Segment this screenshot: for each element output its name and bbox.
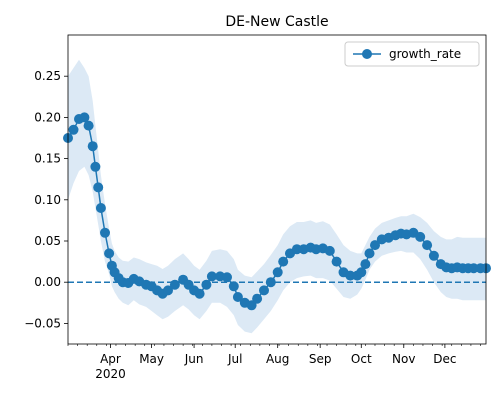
data-point xyxy=(100,227,110,238)
x-tick-label: Jul xyxy=(227,352,242,366)
data-point xyxy=(428,250,439,261)
confidence-band xyxy=(68,59,486,334)
data-point xyxy=(201,279,212,290)
data-point xyxy=(272,267,283,278)
data-point xyxy=(364,248,375,259)
series-markers xyxy=(63,112,491,311)
y-tick-label: 0.15 xyxy=(34,152,61,166)
y-axis: −0.05 0.00 0.05 0.10 0.15 0.20 0.25 xyxy=(24,69,68,330)
legend-series-label: growth_rate xyxy=(389,47,461,61)
legend-marker-swatch xyxy=(362,49,372,59)
data-point xyxy=(79,112,90,123)
x-tick-label: Aug xyxy=(266,352,289,366)
data-point xyxy=(87,141,98,152)
data-point xyxy=(331,256,342,267)
y-tick-label: 0.25 xyxy=(34,69,61,83)
data-point xyxy=(206,271,217,282)
y-tick-label: 0.05 xyxy=(34,234,61,248)
data-point xyxy=(194,288,205,299)
plot-frame xyxy=(67,34,487,345)
data-point xyxy=(259,285,269,296)
data-point xyxy=(415,231,426,242)
data-point xyxy=(422,240,433,251)
x-tick-label: Dec xyxy=(433,352,456,366)
data-point xyxy=(163,285,173,296)
data-point xyxy=(278,256,289,267)
data-point xyxy=(93,182,104,193)
data-point xyxy=(95,203,106,213)
y-tick-label: 0.00 xyxy=(34,275,61,289)
data-point xyxy=(228,281,239,292)
data-point xyxy=(104,248,115,259)
x-tick-label: May xyxy=(139,352,164,366)
data-point xyxy=(68,124,79,135)
x-tick-year-label: 2020 xyxy=(95,367,126,381)
y-tick-label: 0.10 xyxy=(34,193,61,207)
legend-box xyxy=(344,41,480,67)
x-tick-label: Jun xyxy=(184,352,204,366)
data-point xyxy=(265,277,276,288)
x-tick-label: Nov xyxy=(392,352,415,366)
data-point xyxy=(169,279,180,290)
data-point xyxy=(356,267,367,278)
y-tick-label: −0.05 xyxy=(24,316,61,330)
legend: growth_rate xyxy=(344,41,480,67)
y-tick-label: 0.20 xyxy=(34,110,61,124)
x-tick-label: Apr xyxy=(100,352,121,366)
x-tick-label: Oct xyxy=(351,352,372,366)
confidence-band-layer xyxy=(68,59,486,334)
chart-title: DE-New Castle xyxy=(225,14,328,30)
data-point xyxy=(232,292,243,302)
data-point xyxy=(324,245,335,256)
data-point xyxy=(360,259,371,270)
data-point xyxy=(252,293,263,304)
data-point xyxy=(345,270,356,281)
data-point xyxy=(222,272,232,283)
data-point xyxy=(370,240,380,251)
data-point xyxy=(90,161,101,172)
x-tick-label: Sep xyxy=(309,352,332,366)
data-point xyxy=(83,120,94,131)
data-point xyxy=(246,300,257,311)
